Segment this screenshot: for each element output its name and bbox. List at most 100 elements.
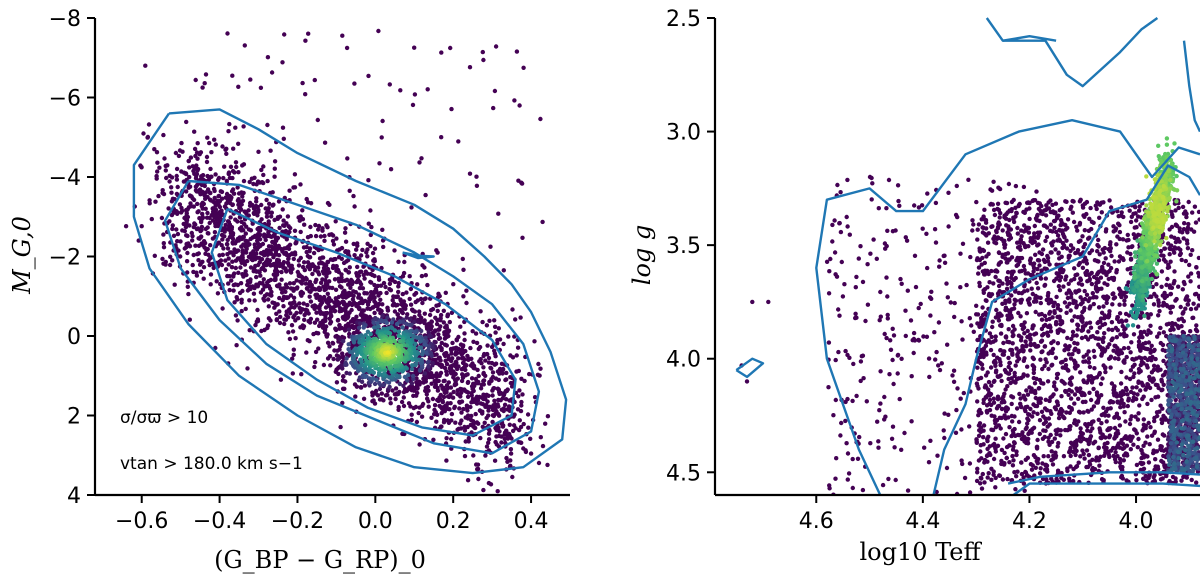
scatter-point	[540, 443, 546, 449]
scatter-point	[369, 368, 375, 374]
scatter-point	[1135, 445, 1141, 450]
scatter-point	[327, 285, 332, 290]
scatter-point	[1022, 320, 1027, 325]
scatter-point	[216, 175, 222, 181]
scatter-point	[145, 135, 150, 140]
scatter-point	[220, 237, 225, 242]
scatter-point	[214, 214, 220, 219]
scatter-point	[1035, 411, 1040, 416]
scatter-point	[325, 225, 330, 230]
scatter-point	[404, 290, 409, 295]
scatter-point	[1088, 205, 1093, 211]
scatter-point	[1079, 282, 1085, 287]
scatter-point	[374, 377, 379, 382]
scatter-point	[1058, 433, 1063, 438]
scatter-point	[1197, 217, 1200, 222]
scatter-point	[1031, 367, 1037, 372]
scatter-point	[1046, 206, 1052, 211]
scatter-point	[219, 196, 225, 201]
scatter-point	[396, 407, 401, 412]
scatter-point	[274, 283, 280, 288]
scatter-point	[390, 278, 395, 283]
scatter-point	[1096, 417, 1102, 422]
scatter-point	[975, 365, 980, 370]
scatter-point	[400, 325, 405, 330]
scatter-point	[238, 281, 244, 286]
scatter-point	[435, 397, 440, 403]
scatter-point	[1001, 340, 1006, 346]
scatter-point	[1003, 431, 1009, 437]
scatter-point	[1194, 265, 1199, 270]
scatter-point	[417, 405, 422, 410]
scatter-point	[202, 245, 207, 250]
scatter-point	[1091, 301, 1097, 307]
scatter-point	[310, 287, 315, 292]
scatter-point	[1053, 247, 1058, 252]
scatter-point	[990, 324, 995, 330]
scatter-point	[431, 373, 436, 379]
scatter-point	[1105, 440, 1110, 446]
scatter-point	[271, 272, 276, 277]
scatter-point	[1073, 273, 1078, 278]
scatter-point	[226, 129, 231, 134]
scatter-point	[1021, 481, 1027, 486]
scatter-point	[224, 178, 229, 184]
scatter-point	[523, 449, 529, 455]
scatter-point	[193, 243, 198, 248]
scatter-point	[1019, 255, 1025, 261]
scatter-point	[1014, 449, 1019, 454]
scatter-point	[1052, 380, 1057, 385]
scatter-point	[1007, 443, 1012, 448]
scatter-point	[1086, 329, 1091, 334]
scatter-point	[336, 294, 341, 300]
scatter-point	[229, 278, 234, 283]
scatter-point	[1159, 284, 1164, 289]
scatter-point	[409, 412, 414, 417]
scatter-point	[525, 412, 531, 417]
scatter-point	[354, 273, 360, 278]
scatter-point	[1097, 252, 1102, 257]
scatter-point	[195, 141, 200, 146]
scatter-point	[433, 315, 438, 320]
scatter-point	[273, 276, 278, 281]
scatter-point	[1061, 243, 1067, 248]
scatter-point	[1015, 225, 1020, 231]
scatter-point	[491, 105, 496, 111]
scatter-point	[383, 284, 388, 290]
scatter-point	[294, 278, 299, 283]
scatter-point	[1027, 216, 1032, 222]
scatter-point	[1119, 437, 1124, 443]
scatter-point	[450, 395, 456, 400]
scatter-point	[1146, 340, 1152, 345]
scatter-point	[983, 373, 989, 378]
scatter-point	[222, 234, 227, 239]
scatter-point	[363, 354, 368, 359]
scatter-point	[409, 381, 415, 386]
scatter-point	[1183, 258, 1189, 264]
scatter-point	[229, 265, 235, 270]
scatter-point	[1031, 299, 1037, 304]
scatter-point	[169, 175, 175, 180]
scatter-point	[465, 408, 470, 413]
scatter-point	[395, 302, 400, 308]
scatter-point	[323, 305, 329, 310]
scatter-point	[1021, 475, 1026, 480]
scatter-point	[241, 178, 247, 184]
scatter-point	[975, 399, 980, 404]
scatter-point	[975, 466, 980, 471]
scatter-point	[441, 420, 447, 425]
scatter-point	[459, 378, 465, 384]
scatter-point	[464, 300, 469, 306]
scatter-point	[1126, 345, 1131, 351]
scatter-point	[469, 417, 474, 423]
scatter-point	[1080, 234, 1085, 239]
scatter-point	[226, 256, 231, 261]
scatter-point	[493, 44, 499, 49]
scatter-point	[183, 224, 189, 230]
scatter-point	[253, 263, 258, 269]
scatter-point	[271, 255, 276, 260]
scatter-point	[292, 299, 297, 305]
scatter-point	[225, 252, 230, 257]
scatter-point	[1055, 233, 1061, 238]
